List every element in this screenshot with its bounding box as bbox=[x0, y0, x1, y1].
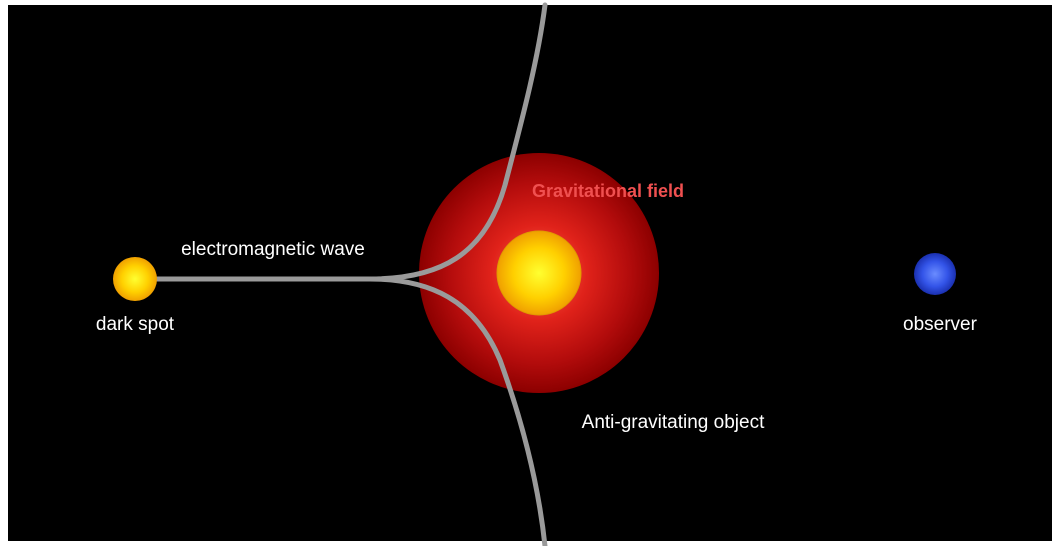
object-label: Anti-gravitating object bbox=[582, 412, 765, 433]
wave-paths bbox=[154, 2, 548, 546]
field-label: Gravitational field bbox=[532, 181, 684, 201]
upper-wave bbox=[154, 2, 548, 282]
lower-wave bbox=[367, 276, 548, 546]
source-label: dark spot bbox=[96, 314, 175, 335]
wave-label: electromagnetic wave bbox=[181, 239, 365, 260]
observer-dot bbox=[914, 253, 956, 295]
observer-label: observer bbox=[903, 314, 978, 335]
anti-gravitating-object bbox=[496, 230, 582, 316]
dark-spot bbox=[113, 257, 157, 301]
